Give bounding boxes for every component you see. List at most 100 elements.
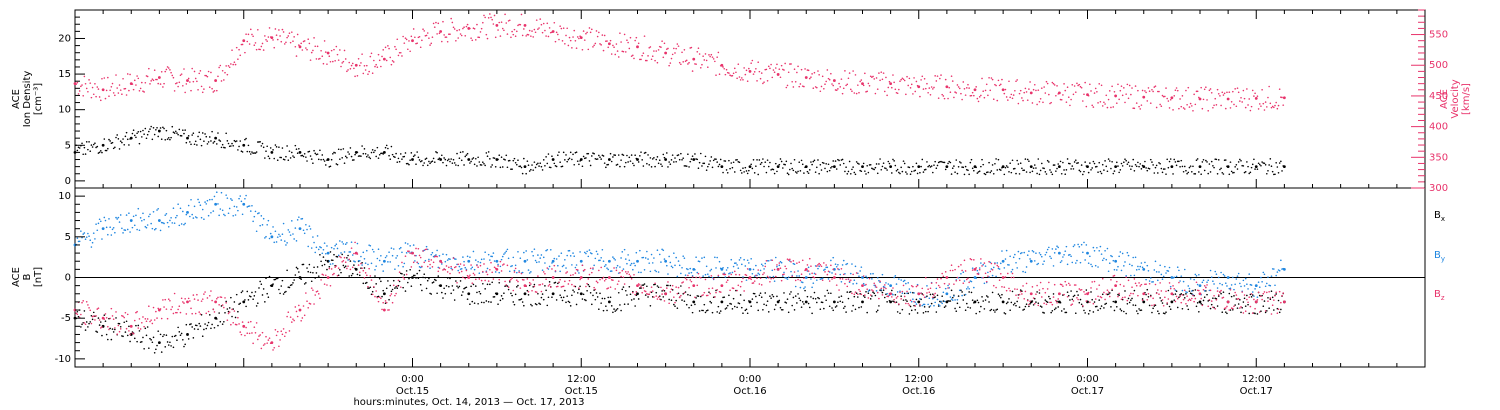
velocity-sample	[576, 36, 579, 38]
density-sample	[1144, 160, 1146, 163]
bz-point	[720, 284, 724, 288]
density-sample	[354, 153, 356, 156]
by-sample	[587, 255, 590, 258]
velocity-sample	[167, 67, 170, 69]
velocity-sample	[324, 51, 327, 53]
density-sample	[264, 157, 266, 159]
by-sample	[586, 250, 588, 253]
bx-sample	[989, 309, 992, 312]
velocity-sample	[1012, 94, 1015, 96]
by-sample	[78, 240, 81, 243]
bx-sample	[954, 307, 956, 310]
velocity-sample	[185, 83, 188, 85]
bx-sample	[1168, 305, 1171, 308]
density-sample	[862, 162, 865, 165]
by-point	[186, 211, 189, 214]
bz-sample	[838, 289, 840, 291]
by-sample	[1140, 262, 1143, 264]
bx-sample	[752, 292, 755, 295]
bx-sample	[589, 291, 592, 294]
bz-sample	[689, 279, 692, 281]
bx-sample	[321, 264, 324, 267]
velocity-sample	[391, 60, 394, 62]
bz-sample	[208, 294, 211, 297]
bx-sample	[511, 294, 513, 297]
density-sample	[1275, 161, 1277, 164]
bz-sample	[499, 260, 502, 263]
bz-sample	[1021, 293, 1023, 295]
by-sample	[1004, 258, 1007, 260]
by-sample	[936, 298, 939, 301]
velocity-sample	[430, 42, 433, 45]
velocity-sample	[362, 72, 365, 75]
velocity-sample	[264, 35, 266, 37]
bx-sample	[1186, 305, 1188, 307]
bz-sample	[703, 291, 706, 294]
density-sample	[892, 158, 894, 161]
density-sample	[971, 167, 974, 170]
by-sample	[361, 264, 363, 266]
by-sample	[294, 227, 297, 229]
bx-sample	[546, 304, 549, 307]
bz-sample	[90, 322, 93, 325]
velocity-sample	[944, 78, 947, 81]
velocity-sample	[1033, 83, 1036, 86]
density-point	[748, 165, 752, 169]
density-sample	[81, 142, 83, 145]
bz-sample	[179, 311, 182, 314]
bz-sample	[684, 277, 687, 279]
velocity-sample	[435, 21, 437, 24]
bx-sample	[806, 295, 809, 298]
bz-sample	[807, 270, 810, 272]
bz-sample	[1015, 294, 1017, 297]
velocity-sample	[173, 90, 176, 92]
density-sample	[163, 127, 165, 130]
by-sample	[274, 230, 277, 233]
by-sample	[117, 216, 120, 219]
velocity-sample	[1089, 83, 1091, 86]
velocity-sample	[825, 80, 827, 83]
bx-sample	[1157, 310, 1159, 313]
velocity-sample	[644, 59, 647, 62]
bx-sample	[207, 321, 210, 324]
bz-sample	[395, 292, 397, 295]
density-sample	[1149, 158, 1152, 161]
by-sample	[603, 265, 606, 268]
density-sample	[601, 154, 604, 157]
velocity-sample	[266, 40, 268, 42]
bz-sample	[116, 333, 118, 335]
density-sample	[177, 133, 179, 136]
bz-sample	[445, 265, 448, 267]
density-sample	[770, 169, 772, 171]
bx-point	[467, 292, 471, 296]
by-sample	[912, 298, 914, 301]
bx-sample	[927, 310, 929, 313]
density-sample	[204, 133, 206, 135]
density-sample	[172, 131, 175, 134]
bx-sample	[258, 287, 260, 289]
velocity-sample	[399, 51, 402, 54]
bx-sample	[1205, 290, 1207, 292]
bz-sample	[760, 284, 763, 286]
by-sample	[765, 277, 768, 279]
density-sample	[812, 160, 815, 163]
density-sample	[1005, 165, 1008, 167]
density-sample	[714, 158, 716, 160]
by-sample	[772, 275, 775, 278]
by-sample	[1178, 269, 1180, 272]
bx-sample	[1036, 291, 1038, 293]
velocity-sample	[272, 39, 274, 41]
by-sample	[148, 215, 150, 218]
bz-sample	[617, 280, 620, 282]
bx-sample	[691, 311, 694, 314]
bx-sample	[697, 295, 700, 297]
bz-sample	[444, 268, 447, 271]
density-sample	[171, 125, 174, 128]
velocity-sample	[172, 76, 175, 79]
bz-sample	[485, 271, 488, 273]
by-sample	[1212, 280, 1214, 283]
density-sample	[762, 158, 764, 160]
velocity-sample	[282, 31, 285, 33]
by-sample	[444, 260, 447, 263]
bz-sample	[374, 295, 376, 298]
